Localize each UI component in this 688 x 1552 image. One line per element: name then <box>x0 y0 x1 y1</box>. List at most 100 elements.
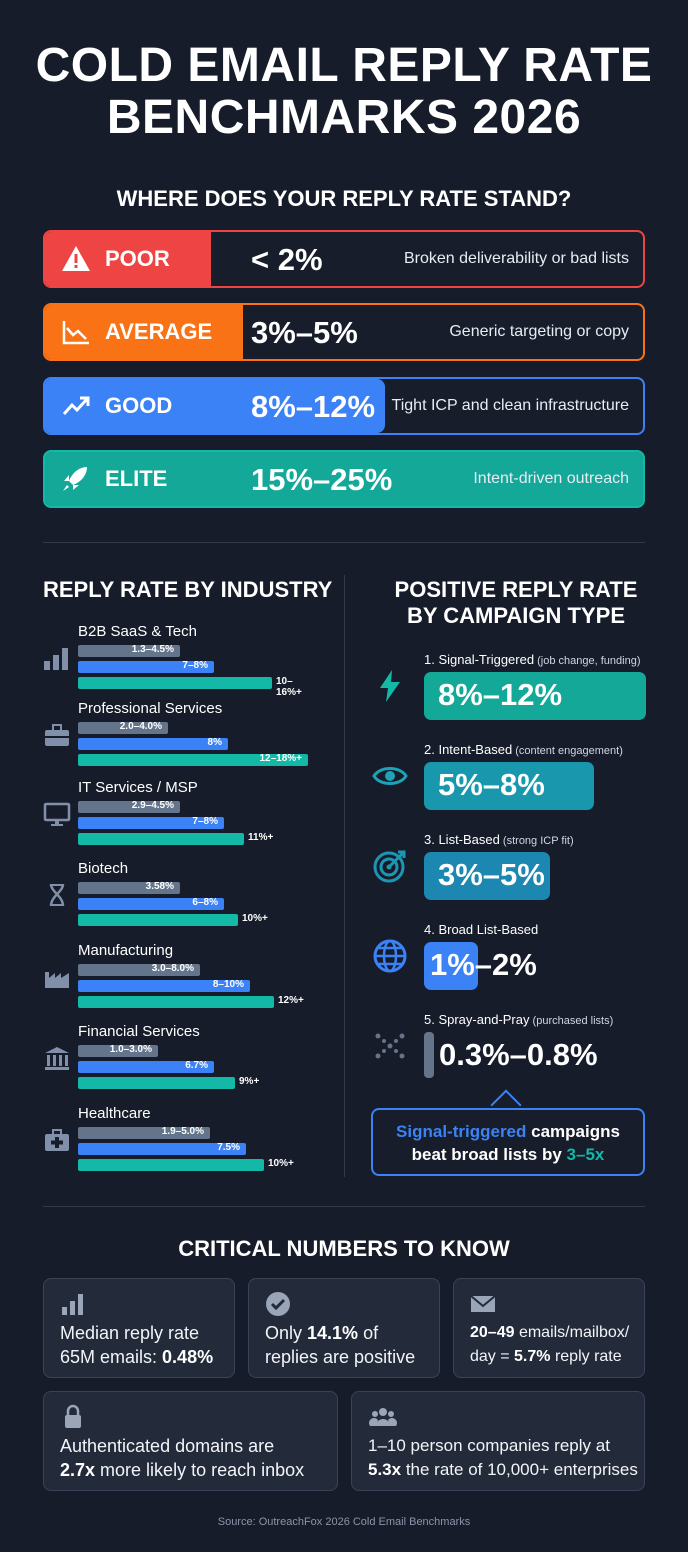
campaign-item: 3. List-Based (strong ICP fit) 3%–5% <box>344 832 688 912</box>
bar-chart-icon <box>44 648 68 670</box>
card-highlight: 2.7x <box>60 1460 96 1480</box>
callout-text-2: beat broad lists by <box>411 1145 567 1164</box>
industry-name: Manufacturing <box>78 942 174 959</box>
card-line: emails/mailbox/ <box>514 1324 630 1341</box>
industry-bar-poor: 1.0–3.0% <box>78 1044 158 1057</box>
source-note: Source: OutreachFox 2026 Cold Email Benc… <box>217 1516 471 1528</box>
industry-name: Healthcare <box>78 1105 151 1122</box>
tier-fill <box>45 379 385 433</box>
campaign-bar <box>424 852 550 900</box>
industry-bar-value: 7–8% <box>192 816 218 827</box>
industry-bar-good: 8% <box>78 737 228 750</box>
industry-bar-value: 1.3–4.5% <box>131 644 174 655</box>
industry-bar-value: 2.0–4.0% <box>119 721 162 732</box>
industry-bar-value: 10–16%+ <box>276 676 302 698</box>
chart-down-icon <box>62 321 89 345</box>
industry-bar-value: 8% <box>207 737 222 748</box>
industry-bar-value: 12%+ <box>278 995 304 1006</box>
campaign-item: 5. Spray-and-Pray (purchased lists) 0.3%–… <box>344 1012 688 1092</box>
industry-bar-value: 3.58% <box>145 881 174 892</box>
industry-bar-value: 7–8% <box>182 660 208 671</box>
campaign-note: (strong ICP fit) <box>499 835 574 847</box>
tier-description: Broken deliverability or bad lists <box>404 250 629 267</box>
campaign-item: 4. Broad List-Based 1%–2% <box>344 922 688 1002</box>
campaign-title-text: 1. Signal-Triggered <box>424 652 535 667</box>
card-line: 65M emails: <box>60 1347 163 1367</box>
target-icon <box>373 850 406 883</box>
card-highlight: 5.7% <box>514 1348 551 1365</box>
card-text: 1–10 person companies reply at 5.3x the … <box>368 1434 638 1482</box>
campaign-title-text: 4. Broad List-Based <box>424 922 539 937</box>
check-circle-icon <box>266 1292 290 1316</box>
industry-bar-elite: 12%+ <box>78 995 304 1008</box>
campaign-title: 1. Signal-Triggered (job change, funding… <box>424 652 641 667</box>
industry-name: Professional Services <box>78 700 223 717</box>
card-line: 1–10 person companies reply at <box>368 1436 610 1455</box>
campaign-note: (content engagement) <box>512 745 623 757</box>
tier-label: AVERAGE <box>105 319 213 344</box>
industry-bar-poor: 2.0–4.0% <box>78 721 168 734</box>
tier-label: ELITE <box>105 466 168 491</box>
stat-card-volume: 20–49 emails/mailbox/ day = 5.7% reply r… <box>453 1278 645 1378</box>
dna-icon <box>49 883 65 907</box>
tier-average: AVERAGE 3%–5% Generic targeting or copy <box>43 303 645 361</box>
tier-good: GOOD 8%–12% Tight ICP and clean infrastr… <box>43 377 645 435</box>
industry-bar-value: 7.5% <box>217 1142 240 1153</box>
campaign-item: 1. Signal-Triggered (job change, funding… <box>344 652 688 732</box>
campaign-title-text: 2. Intent-Based <box>424 742 513 757</box>
industry-bar-value: 2.9–4.5% <box>131 800 174 811</box>
industry-bar-value: 9%+ <box>239 1076 260 1087</box>
people-icon <box>369 1408 397 1426</box>
campaign-heading: POSITIVE REPLY RATE BY CAMPAIGN TYPE <box>344 577 688 629</box>
industry-bar-good: 6–8% <box>78 897 224 910</box>
callout-accent: 3–5x <box>566 1145 605 1164</box>
industry-bar-good: 7–8% <box>78 660 214 673</box>
tier-elite: ELITE 15%–25% Intent-driven outreach <box>43 450 645 508</box>
card-highlight: 5.3x <box>368 1460 402 1479</box>
campaign-title-text: 5. Spray-and-Pray <box>424 1012 530 1027</box>
industry-bar-value: 1.9–5.0% <box>161 1126 204 1137</box>
campaign-title: 4. Broad List-Based <box>424 922 538 937</box>
campaign-value: 1%–2% <box>430 947 537 982</box>
tier-description: Tight ICP and clean infrastructure <box>391 397 629 414</box>
stat-card-authenticated: Authenticated domains are 2.7x more like… <box>43 1391 338 1491</box>
section-divider <box>43 1206 645 1207</box>
stat-card-median: Median reply rate 65M emails: 0.48% <box>43 1278 235 1378</box>
factory-icon <box>45 972 69 988</box>
tier-range: 3%–5% <box>251 315 358 350</box>
rocket-icon <box>63 467 87 491</box>
title-line-2: BENCHMARKS 2026 <box>106 91 582 144</box>
industry-bar-good: 7–8% <box>78 816 224 829</box>
industry-item: Manufacturing 3.0–8.0% 8–10% 12%+ <box>0 942 344 1012</box>
campaign-value: 8%–12% <box>438 677 563 712</box>
card-line: of <box>358 1323 379 1343</box>
card-highlight: 14.1% <box>307 1323 359 1343</box>
industry-bar-elite: 12–18%+ <box>78 753 308 766</box>
campaign-note: (purchased lists) <box>529 1015 614 1027</box>
stat-card-company-size: 1–10 person companies reply at 5.3x the … <box>351 1391 645 1491</box>
industry-bar-value: 10%+ <box>242 913 268 924</box>
industry-bar-elite: 10%+ <box>78 913 268 926</box>
industry-bar-poor: 1.3–4.5% <box>78 644 180 657</box>
campaign-callout: Signal-triggered campaigns beat broad li… <box>371 1108 645 1176</box>
industry-bar-value: 11%+ <box>248 832 274 843</box>
tier-description: Intent-driven outreach <box>473 470 629 487</box>
industry-name: Biotech <box>78 860 129 877</box>
card-line: Authenticated domains are <box>60 1436 275 1456</box>
briefcase-icon <box>45 724 69 746</box>
industry-bar-poor: 1.9–5.0% <box>78 1126 210 1139</box>
campaign-bar <box>424 1032 434 1078</box>
section-divider <box>43 542 645 543</box>
industry-bar-good: 7.5% <box>78 1142 246 1155</box>
industry-item: Financial Services 1.0–3.0% 6.7% 9%+ <box>0 1023 344 1093</box>
card-line: replies are positive <box>265 1347 416 1367</box>
tier-range: 8%–12% <box>251 389 376 424</box>
campaign-value: 3%–5% <box>438 857 545 892</box>
industry-bar-value: 3.0–8.0% <box>151 963 194 974</box>
industry-item: Healthcare 1.9–5.0% 7.5% 10%+ <box>0 1105 344 1175</box>
industry-bar-poor: 3.0–8.0% <box>78 963 200 976</box>
industry-item: B2B SaaS & Tech 1.3–4.5% 7–8% 10–16%+ <box>0 623 344 698</box>
bar-chart-icon <box>62 1294 83 1315</box>
industry-bar-value: 8–10% <box>212 979 244 990</box>
industry-bar-elite: 9%+ <box>78 1076 259 1089</box>
